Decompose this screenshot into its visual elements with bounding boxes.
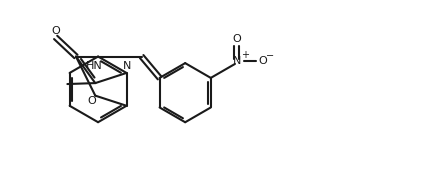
Text: O: O [232,34,241,44]
Text: HN: HN [86,61,102,71]
Text: +: + [242,50,250,60]
Text: O: O [259,56,267,66]
Text: O: O [88,96,96,106]
Text: −: − [266,51,274,61]
Text: N: N [233,56,241,66]
Text: N: N [123,61,131,71]
Text: O: O [51,26,60,36]
